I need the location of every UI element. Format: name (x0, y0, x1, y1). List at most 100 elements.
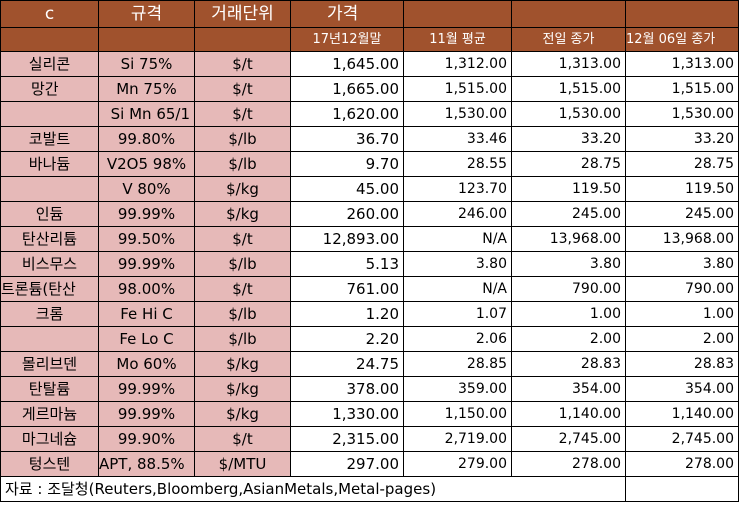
price-prev-cell[interactable]: 28.75 (511, 151, 626, 177)
header-blank-1[interactable] (403, 0, 512, 28)
price-today-cell[interactable]: 2.00 (625, 326, 739, 352)
price-prev-cell[interactable]: 28.83 (511, 351, 626, 377)
price-today-cell[interactable]: 28.75 (625, 151, 739, 177)
unit-cell[interactable]: $/kg (194, 401, 291, 427)
price-dec-cell[interactable]: 378.00 (290, 376, 404, 402)
price-dec-cell[interactable]: 24.75 (290, 351, 404, 377)
metal-name-cell[interactable]: 실리콘 (0, 51, 99, 77)
metal-name-cell[interactable]: 인듐 (0, 201, 99, 227)
header-dec-end[interactable]: 17년12월말 (290, 27, 404, 52)
spec-cell[interactable]: 99.99% (98, 401, 195, 427)
price-nov-cell[interactable]: 28.85 (403, 351, 512, 377)
price-dec-cell[interactable]: 1,665.00 (290, 76, 404, 102)
price-prev-cell[interactable]: 2,745.00 (511, 426, 626, 452)
price-today-cell[interactable]: 119.50 (625, 176, 739, 202)
price-nov-cell[interactable]: 1,150.00 (403, 401, 512, 427)
metal-name-cell[interactable]: 텅스텐 (0, 451, 99, 477)
price-today-cell[interactable]: 1,140.00 (625, 401, 739, 427)
price-today-cell[interactable]: 354.00 (625, 376, 739, 402)
spec-cell[interactable]: 99.99% (98, 251, 195, 277)
header2-blank-c[interactable] (194, 27, 291, 52)
spec-cell[interactable]: V2O5 98% (98, 151, 195, 177)
price-prev-cell[interactable]: 278.00 (511, 451, 626, 477)
header2-blank-b[interactable] (98, 27, 195, 52)
price-dec-cell[interactable]: 45.00 (290, 176, 404, 202)
price-nov-cell[interactable]: 1,515.00 (403, 76, 512, 102)
spec-cell[interactable]: 99.50% (98, 226, 195, 252)
unit-cell[interactable]: $/t (194, 276, 291, 302)
price-nov-cell[interactable]: 359.00 (403, 376, 512, 402)
header-today-close[interactable]: 12월 06일 종가 (625, 27, 739, 52)
metal-name-cell[interactable]: 바나듐 (0, 151, 99, 177)
spec-cell[interactable]: Si 75% (98, 51, 195, 77)
metal-name-cell[interactable]: 코발트 (0, 126, 99, 152)
metal-name-cell[interactable] (0, 101, 99, 127)
header-nov-avg[interactable]: 11월 평균 (403, 27, 512, 52)
spec-cell[interactable]: Mo 60% (98, 351, 195, 377)
price-dec-cell[interactable]: 36.70 (290, 126, 404, 152)
price-prev-cell[interactable]: 354.00 (511, 376, 626, 402)
price-prev-cell[interactable]: 2.00 (511, 326, 626, 352)
price-today-cell[interactable]: 1,515.00 (625, 76, 739, 102)
price-prev-cell[interactable]: 33.20 (511, 126, 626, 152)
price-today-cell[interactable]: 1,530.00 (625, 101, 739, 127)
price-today-cell[interactable]: 13,968.00 (625, 226, 739, 252)
price-dec-cell[interactable]: 260.00 (290, 201, 404, 227)
metal-name-cell[interactable]: 크롬 (0, 301, 99, 327)
price-dec-cell[interactable]: 5.13 (290, 251, 404, 277)
price-prev-cell[interactable]: 1,530.00 (511, 101, 626, 127)
price-prev-cell[interactable]: 13,968.00 (511, 226, 626, 252)
price-today-cell[interactable]: 245.00 (625, 201, 739, 227)
unit-cell[interactable]: $/t (194, 101, 291, 127)
spec-cell[interactable]: 99.99% (98, 201, 195, 227)
price-prev-cell[interactable]: 1,515.00 (511, 76, 626, 102)
price-dec-cell[interactable]: 761.00 (290, 276, 404, 302)
unit-cell[interactable]: $/lb (194, 126, 291, 152)
price-nov-cell[interactable]: 279.00 (403, 451, 512, 477)
metal-name-cell[interactable]: 마그네슘 (0, 426, 99, 452)
price-today-cell[interactable]: 790.00 (625, 276, 739, 302)
metal-name-cell[interactable]: 탄산리튬 (0, 226, 99, 252)
metal-name-cell[interactable]: 망간 (0, 76, 99, 102)
price-dec-cell[interactable]: 2,315.00 (290, 426, 404, 452)
price-dec-cell[interactable]: 1,620.00 (290, 101, 404, 127)
unit-cell[interactable]: $/t (194, 226, 291, 252)
unit-cell[interactable]: $/MTU (194, 451, 291, 477)
unit-cell[interactable]: $/t (194, 51, 291, 77)
price-prev-cell[interactable]: 1,313.00 (511, 51, 626, 77)
price-nov-cell[interactable]: 2.06 (403, 326, 512, 352)
price-today-cell[interactable]: 2,745.00 (625, 426, 739, 452)
unit-cell[interactable]: $/lb (194, 151, 291, 177)
header-price[interactable]: 가격 (290, 0, 404, 28)
unit-cell[interactable]: $/lb (194, 326, 291, 352)
price-dec-cell[interactable]: 2.20 (290, 326, 404, 352)
header-prev-close[interactable]: 전일 종가 (511, 27, 626, 52)
price-prev-cell[interactable]: 1,140.00 (511, 401, 626, 427)
spec-cell[interactable]: 99.99% (98, 376, 195, 402)
metal-name-cell[interactable]: 몰리브덴 (0, 351, 99, 377)
unit-cell[interactable]: $/lb (194, 301, 291, 327)
source-blank-cell[interactable] (625, 476, 739, 502)
unit-cell[interactable]: $/kg (194, 376, 291, 402)
price-today-cell[interactable]: 33.20 (625, 126, 739, 152)
spec-cell[interactable]: APT, 88.5% (98, 451, 195, 477)
unit-cell[interactable]: $/kg (194, 201, 291, 227)
price-dec-cell[interactable]: 1.20 (290, 301, 404, 327)
price-prev-cell[interactable]: 790.00 (511, 276, 626, 302)
spec-cell[interactable]: Fe Hi C (98, 301, 195, 327)
header-blank-3[interactable] (625, 0, 739, 28)
price-dec-cell[interactable]: 297.00 (290, 451, 404, 477)
spec-cell[interactable]: Si Mn 65/1 (98, 101, 195, 127)
price-today-cell[interactable]: 3.80 (625, 251, 739, 277)
metal-name-cell[interactable]: 탄탈륨 (0, 376, 99, 402)
price-today-cell[interactable]: 28.83 (625, 351, 739, 377)
price-nov-cell[interactable]: N/A (403, 226, 512, 252)
metal-name-cell[interactable]: 트론튬(탄산 (0, 276, 99, 302)
spec-cell[interactable]: 99.80% (98, 126, 195, 152)
price-nov-cell[interactable]: 1,530.00 (403, 101, 512, 127)
price-today-cell[interactable]: 1.00 (625, 301, 739, 327)
unit-cell[interactable]: $/t (194, 76, 291, 102)
price-nov-cell[interactable]: 28.55 (403, 151, 512, 177)
price-dec-cell[interactable]: 1,645.00 (290, 51, 404, 77)
price-nov-cell[interactable]: 1.07 (403, 301, 512, 327)
